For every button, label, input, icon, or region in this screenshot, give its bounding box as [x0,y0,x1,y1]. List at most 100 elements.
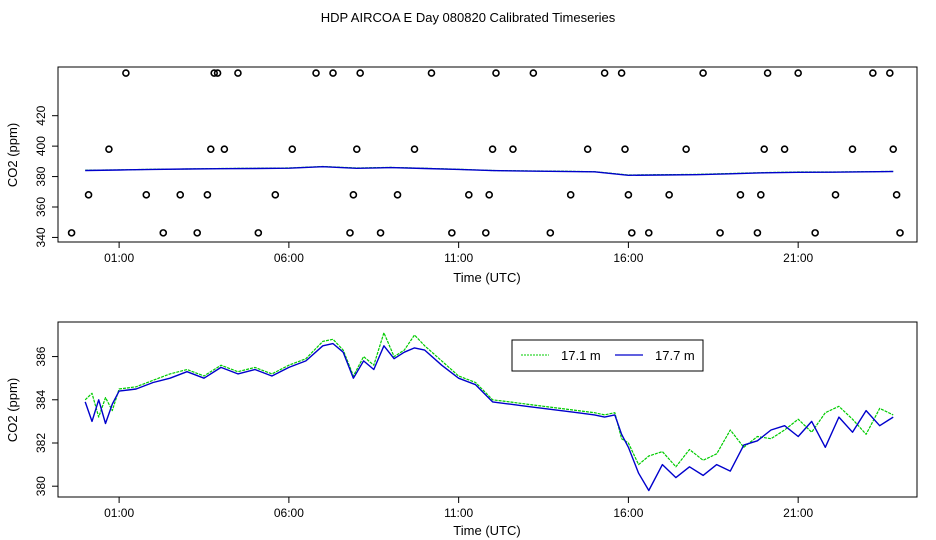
calibration-point [67,229,76,237]
calibration-point [617,69,626,77]
calibration-point [624,191,633,199]
calibration-point [427,69,436,77]
calibration-point [393,191,402,199]
calibration-point [105,145,113,153]
calibration-point [312,69,320,77]
x-tick-label: 01:00 [104,251,134,265]
x-tick-label: 21:00 [783,251,813,265]
calibration-point [376,229,385,237]
calibration-point [811,229,819,237]
calibration-point [736,191,745,199]
calibration-point [869,69,877,77]
calibration-point [210,69,218,77]
calibration-point [482,229,490,237]
bottom-plot-marks [84,332,894,492]
y-tick-label: 360 [34,197,48,217]
calibration-point [529,69,538,77]
x-tick-label: 11:00 [444,506,473,520]
calibration-point [665,191,673,199]
legend-label-17-1-m: 17.1 m [561,348,601,363]
calibration-point [122,69,130,77]
calibration-point [234,69,242,77]
calibration-point [159,229,168,237]
top-plot-marks [67,69,904,237]
calibration-point [600,69,609,77]
y-tick-label: 382 [34,433,48,453]
calibration-point [84,191,93,199]
calibration-point [492,69,500,77]
calibration-point [621,145,629,153]
calibration-point [682,145,690,153]
calibration-point [831,191,840,199]
calibration-point [271,191,280,199]
calibration-point [352,145,361,153]
bottom-panel: 01:00 06:00 11:00 16:00 21:00 380 382 384 386 T… [5,321,918,538]
calibration-point [757,191,765,199]
calibration-point [288,145,297,153]
calibration-point [193,229,202,237]
calibration-point [488,145,497,153]
calibration-point [546,229,555,237]
top-y-axis-label: CO2 (ppm) [5,123,20,187]
calibration-point [716,229,724,237]
x-tick-label: 16:00 [613,506,643,520]
x-tick-label: 21:00 [783,506,813,520]
top-x-axis: 01:00 06:00 11:00 16:00 21:00 [104,242,814,265]
top-plot-frame [57,66,918,243]
top-y-axis: 340 360 380 400 420 [34,105,58,247]
calibration-point [220,145,229,153]
calibration-point [583,145,592,153]
calibration-point [627,229,636,237]
figure-title: HDP AIRCOA E Day 080820 Calibrated Times… [321,10,616,25]
series-line-17-7-m [84,342,894,492]
calibration-point [346,229,354,237]
bottom-x-axis: 01:00 06:00 11:00 16:00 21:00 [104,497,814,520]
x-tick-label: 06:00 [274,251,304,265]
calibration-point [566,191,575,199]
calibration-point [509,145,517,153]
y-tick-label: 380 [34,476,48,496]
calibration-point [699,69,707,77]
calibration-point [892,191,901,199]
calibration-point [465,191,473,199]
calibration-point [448,229,456,237]
y-tick-label: 400 [34,136,48,156]
calibration-point [753,229,762,237]
series-line-17-7-m [85,165,894,177]
x-tick-label: 11:00 [444,251,473,265]
calibration-point [889,145,898,153]
calibration-point [886,69,894,77]
top-panel: 01:00 06:00 11:00 16:00 21:00 340 360 380 400 42… [5,66,918,285]
calibration-point [213,69,222,77]
bottom-y-axis: 380 382 384 386 [34,346,58,496]
y-tick-label: 384 [34,389,48,409]
calibration-point [848,145,857,153]
legend-box [511,339,704,372]
legend-label-17-7-m: 17.7 m [655,348,695,363]
calibration-point [349,191,358,199]
bottom-plot-frame [57,321,918,498]
calibration-point [356,69,364,77]
calibration-point [760,145,769,153]
x-tick-label: 06:00 [274,506,304,520]
calibration-point [329,69,337,77]
calibration-point [644,229,653,237]
calibration-point [206,145,215,153]
legend: 17.1 m 17.7 m [511,339,704,372]
calibration-point [176,191,185,199]
calibration-point [780,145,789,153]
x-tick-label: 16:00 [613,251,643,265]
bottom-x-axis-label: Time (UTC) [453,523,520,538]
calibration-point [410,145,419,153]
calibration-point [896,229,904,237]
series-line-17-1-m [84,332,894,468]
top-x-axis-label: Time (UTC) [453,270,520,285]
y-tick-label: 386 [34,346,48,366]
calibration-point [254,229,263,237]
calibration-point [794,69,802,77]
bottom-y-axis-label: CO2 (ppm) [5,378,20,442]
calibration-point [763,69,772,77]
calibration-point [485,191,493,199]
x-tick-label: 01:00 [104,506,134,520]
